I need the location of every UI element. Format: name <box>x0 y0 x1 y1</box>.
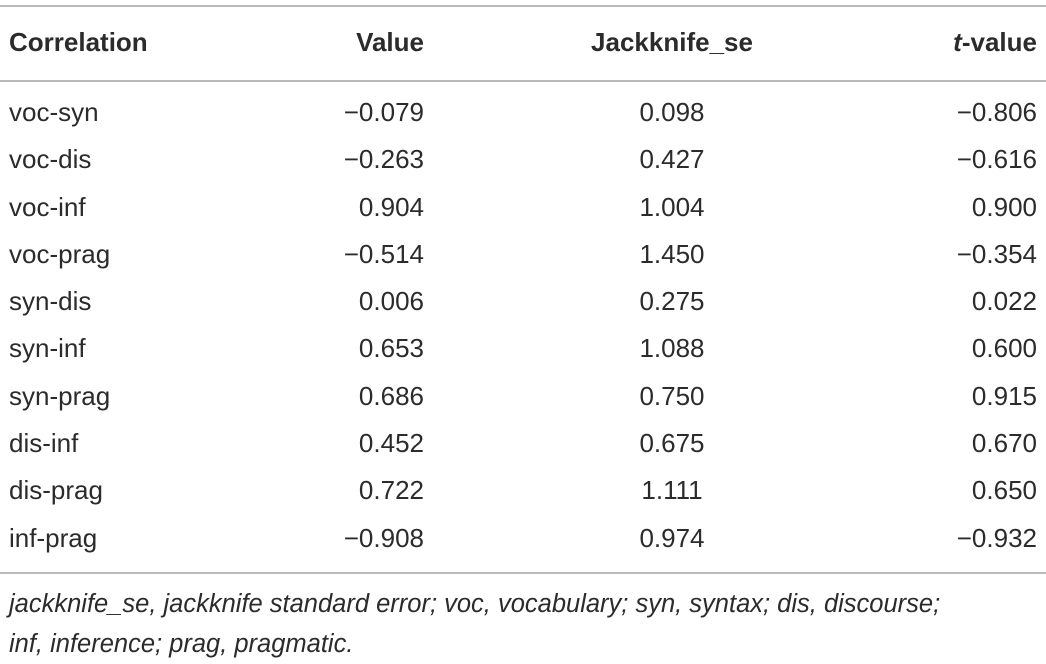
cell-value: 0.686 <box>358 380 424 411</box>
table-row: syn-dis 0.006 0.275 0.022 <box>0 278 1046 325</box>
table-footnote: jackknife_se, jackknife standard error; … <box>9 584 1039 664</box>
table-row: syn-prag 0.686 0.750 0.915 <box>0 373 1046 420</box>
table-row: voc-dis −0.263 0.427 −0.616 <box>0 136 1046 183</box>
cell-jackknife-se: 0.974 <box>639 522 705 553</box>
table-row: dis-prag 0.722 1.111 0.650 <box>0 467 1046 514</box>
header-correlation: Correlation <box>9 27 148 57</box>
cell-value: −0.908 <box>343 522 424 553</box>
table-top-rule <box>0 5 1046 7</box>
table-row: voc-prag −0.514 1.450 −0.354 <box>0 231 1046 278</box>
cell-value: 0.653 <box>358 333 424 364</box>
cell-value: 0.904 <box>358 191 424 222</box>
table-row: dis-inf 0.452 0.675 0.670 <box>0 420 1046 467</box>
cell-jackknife-se: 1.004 <box>639 191 705 222</box>
table-header-row: Correlation Value Jackknife_se t-value <box>0 20 1046 64</box>
table-row: inf-prag −0.908 0.974 −0.932 <box>0 515 1046 562</box>
table-body: voc-syn −0.079 0.098 −0.806 voc-dis −0.2… <box>0 89 1046 562</box>
cell-t-value: −0.932 <box>956 522 1037 553</box>
cell-jackknife-se: 0.675 <box>639 428 705 459</box>
header-jackknife-se: Jackknife_se <box>591 27 753 57</box>
cell-correlation: syn-inf <box>9 333 86 364</box>
cell-correlation: dis-prag <box>9 475 103 506</box>
cell-t-value: −0.354 <box>956 238 1037 269</box>
table-row: voc-syn −0.079 0.098 −0.806 <box>0 89 1046 136</box>
cell-jackknife-se: 0.275 <box>639 286 705 317</box>
table-row: voc-inf 0.904 1.004 0.900 <box>0 184 1046 231</box>
cell-value: 0.452 <box>358 428 424 459</box>
cell-value: 0.006 <box>358 286 424 317</box>
cell-t-value: 0.650 <box>971 475 1037 506</box>
cell-value: −0.079 <box>343 97 424 127</box>
cell-correlation: voc-dis <box>9 144 92 175</box>
header-value: Value <box>356 27 424 57</box>
cell-correlation: syn-dis <box>9 286 92 317</box>
cell-value: 0.722 <box>358 475 424 506</box>
table-bottom-rule <box>0 572 1046 574</box>
cell-t-value: −0.806 <box>956 97 1037 127</box>
cell-t-value: 0.900 <box>971 191 1037 222</box>
cell-value: −0.263 <box>343 144 424 175</box>
table-header-rule <box>0 80 1046 82</box>
header-t-suffix: -value <box>961 27 1037 57</box>
cell-jackknife-se: 0.098 <box>639 97 705 127</box>
cell-correlation: voc-inf <box>9 191 86 222</box>
cell-t-value: −0.616 <box>956 144 1037 175</box>
cell-jackknife-se: 1.450 <box>639 238 705 269</box>
cell-jackknife-se: 1.111 <box>641 475 703 506</box>
cell-jackknife-se: 0.427 <box>639 144 705 175</box>
cell-jackknife-se: 1.088 <box>639 333 705 364</box>
cell-correlation: voc-syn <box>9 97 99 127</box>
cell-t-value: 0.022 <box>971 286 1037 317</box>
header-t-prefix: t <box>953 27 962 57</box>
cell-correlation: inf-prag <box>9 522 98 553</box>
cell-correlation: dis-inf <box>9 428 79 459</box>
cell-t-value: 0.670 <box>971 428 1037 459</box>
cell-correlation: voc-prag <box>9 238 111 269</box>
header-t-value: t-value <box>953 20 1037 64</box>
table-row: syn-inf 0.653 1.088 0.600 <box>0 325 1046 372</box>
cell-correlation: syn-prag <box>9 380 111 411</box>
cell-t-value: 0.600 <box>971 333 1037 364</box>
cell-jackknife-se: 0.750 <box>639 380 705 411</box>
cell-t-value: 0.915 <box>971 380 1037 411</box>
footnote-line-2: inf, inference; prag, pragmatic. <box>9 630 354 658</box>
cell-value: −0.514 <box>343 238 424 269</box>
footnote-line-1: jackknife_se, jackknife standard error; … <box>9 590 941 618</box>
